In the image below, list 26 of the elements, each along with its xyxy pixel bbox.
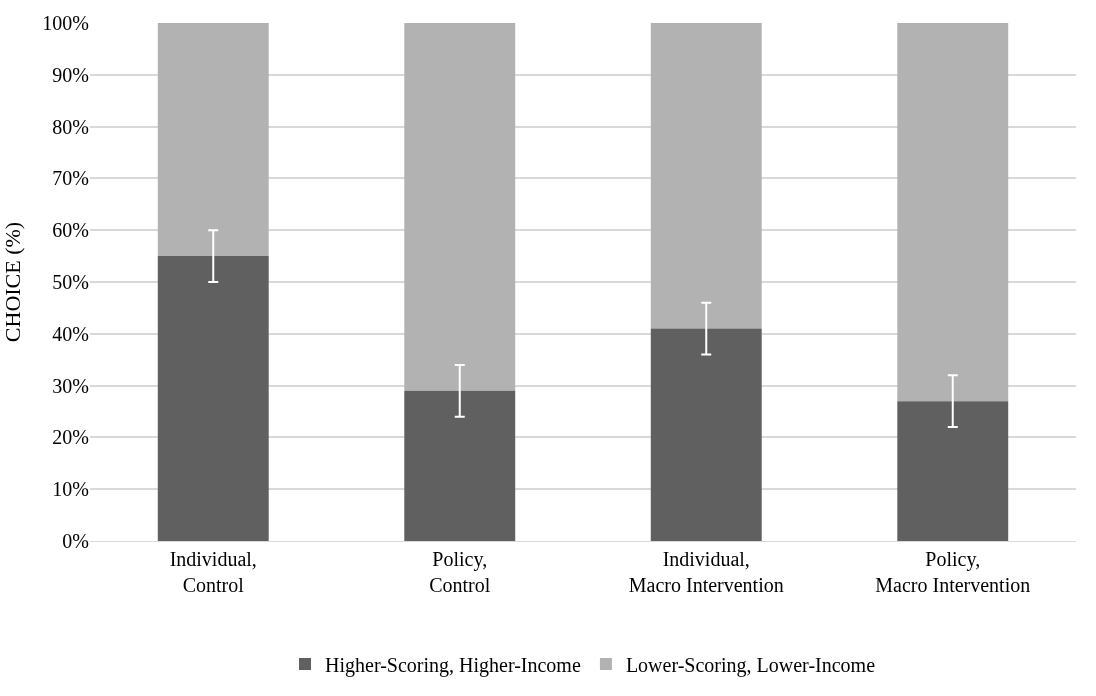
bar [897, 23, 1009, 402]
x-tick-label: Individual, Control [169, 548, 257, 596]
y-tick-label: 0% [62, 530, 89, 552]
y-tick-label: 100% [42, 12, 89, 34]
bar [404, 390, 516, 541]
bar [650, 328, 762, 541]
bar [157, 256, 269, 541]
y-tick-label: 70% [52, 167, 89, 190]
y-tick-label: 80% [52, 115, 89, 138]
legend-label: Lower-Scoring, Lower-Income [625, 653, 876, 677]
y-tick-label: 90% [52, 63, 89, 86]
x-tick-label: Individual, Macro Intervention [628, 548, 784, 596]
x-tick-label: Policy, Macro Intervention [875, 548, 1031, 596]
y-tick-label: 50% [52, 271, 89, 293]
y-tick-label: 10% [52, 478, 89, 501]
bar [404, 23, 516, 391]
y-tick-label: 40% [52, 322, 89, 345]
x-tick-label: Policy, Control [429, 548, 491, 596]
y-tick-label: 20% [52, 426, 89, 449]
bar [650, 23, 762, 329]
bar [157, 23, 269, 257]
legend-label: Higher-Scoring, Higher-Income [325, 653, 581, 677]
y-tick-label: 30% [52, 374, 89, 397]
bar [897, 401, 1009, 541]
y-tick-label: 60% [52, 219, 89, 242]
y-axis-title: CHOICE (%) [0, 221, 26, 343]
